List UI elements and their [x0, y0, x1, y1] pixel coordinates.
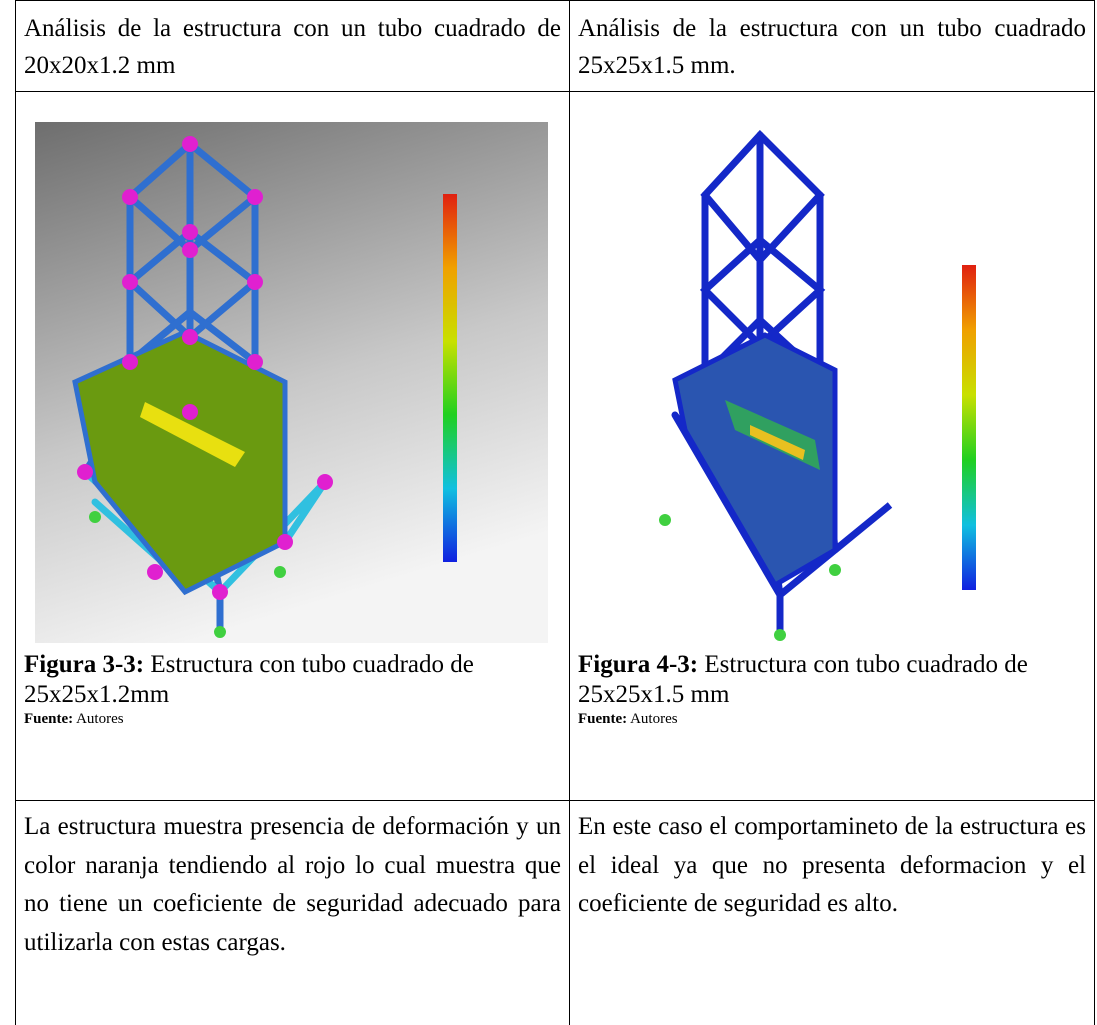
header-cell: Análisis de la estructura con un tubo cu… [570, 10, 1094, 84]
header-cell: Análisis de la estructura con un tubo cu… [16, 10, 569, 84]
source-label: Fuente: [24, 711, 73, 727]
figure-image [35, 122, 548, 643]
border [15, 800, 1095, 801]
description: La estructura muestra presencia de defor… [16, 808, 569, 962]
figure-caption: Figura 4-3: Estructura con tubo cuadrado… [570, 650, 1094, 728]
source-label: Fuente: [578, 711, 627, 727]
figure-caption: Figura 3-3: Estructura con tubo cuadrado… [16, 650, 569, 728]
border [1094, 0, 1095, 1025]
description: En este caso el comportamineto de la est… [570, 808, 1094, 924]
figure-source: Fuente: Autores [24, 710, 561, 728]
border [15, 91, 1095, 92]
figure-label: Figura 4-3: [578, 651, 698, 678]
figure-image [655, 130, 1090, 655]
source-text: Autores [630, 711, 678, 727]
border [15, 0, 1095, 1]
figure-source: Fuente: Autores [578, 710, 1086, 728]
figure-label: Figura 3-3: [24, 651, 144, 678]
page: Análisis de la estructura con un tubo cu… [0, 0, 1097, 1025]
source-text: Autores [76, 711, 124, 727]
